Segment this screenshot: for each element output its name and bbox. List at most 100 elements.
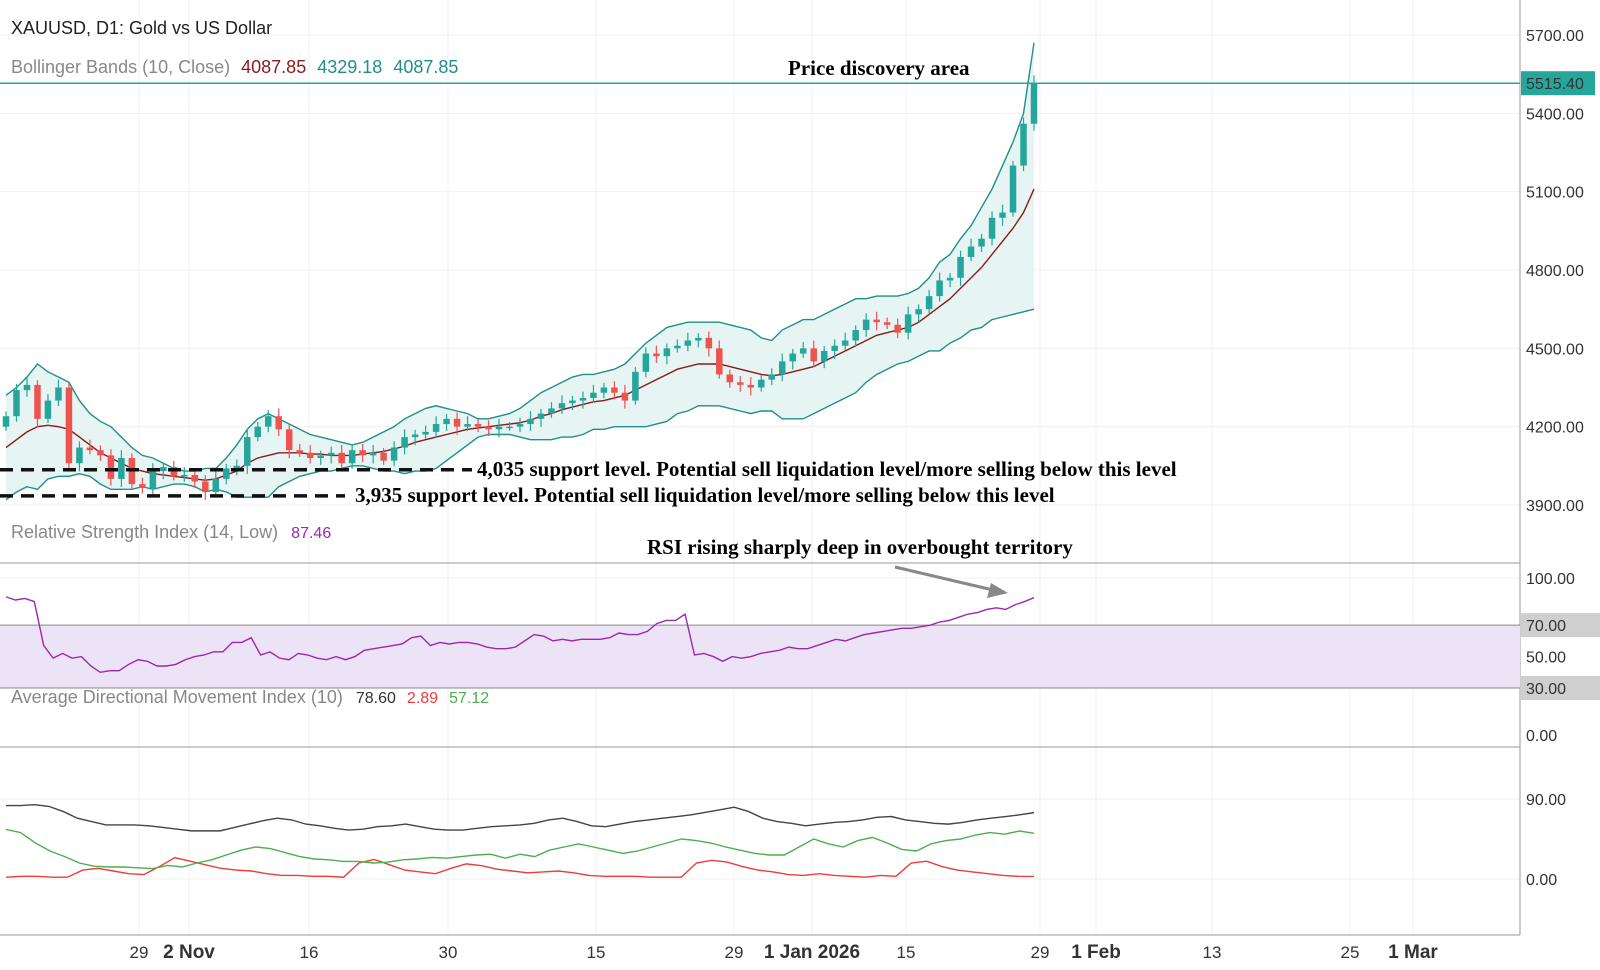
candle — [579, 397, 587, 401]
candle — [296, 450, 303, 453]
candle — [212, 478, 220, 492]
candle — [663, 348, 671, 357]
candle — [401, 437, 408, 448]
rsi-annotation: RSI rising sharply deep in overbought te… — [647, 535, 1073, 559]
rsi-tick-label: 100.00 — [1526, 571, 1575, 588]
candle — [254, 426, 262, 438]
candle — [233, 465, 241, 469]
adx-legend: Average Directional Movement Index (10) … — [11, 687, 489, 707]
price-tick-label: 4200.00 — [1526, 420, 1584, 437]
bollinger-label: Bollinger Bands (10, Close) — [11, 57, 230, 77]
candle — [285, 429, 293, 451]
adx-value: 78.60 — [356, 690, 396, 707]
candle — [841, 340, 849, 346]
x-tick-label: 30 — [439, 943, 458, 962]
di-plus-line — [5, 828, 1035, 870]
candle — [778, 361, 786, 375]
x-tick-label: 15 — [587, 943, 606, 962]
x-tick-label: 16 — [300, 943, 319, 962]
candle — [632, 371, 639, 401]
candle — [118, 458, 125, 479]
rsi-level-badge — [1521, 676, 1600, 700]
candle — [244, 437, 251, 466]
adx-pane[interactable] — [5, 803, 1035, 878]
candle — [894, 324, 901, 333]
rsi-band-fill — [0, 625, 1520, 688]
candle — [936, 280, 943, 297]
candle — [23, 384, 31, 391]
price-tick-label: 3900.00 — [1526, 498, 1584, 515]
adx-label: Average Directional Movement Index (10) — [11, 687, 343, 707]
candle — [223, 468, 230, 479]
candle — [527, 418, 534, 425]
candle — [978, 238, 985, 247]
candle — [139, 484, 146, 489]
rsi-arrow-icon — [894, 565, 1008, 598]
candle — [883, 322, 891, 325]
rsi-level-badge — [1521, 613, 1600, 638]
candle — [1030, 83, 1038, 124]
candle — [411, 434, 419, 438]
rsi-tick-label: 70.00 — [1526, 618, 1566, 635]
candle — [621, 392, 629, 401]
candle — [642, 353, 650, 372]
candle — [810, 348, 817, 362]
support-4035-annotation: 4,035 support level. Potential sell liqu… — [477, 457, 1177, 481]
candle — [191, 474, 199, 482]
bollinger-legend: Bollinger Bands (10, Close) 4087.85 4329… — [11, 57, 458, 77]
rsi-legend: Relative Strength Index (14, Low) 87.46 — [11, 522, 331, 542]
candle — [464, 424, 471, 427]
adx-line — [6, 803, 1035, 832]
candle — [86, 447, 94, 451]
candle — [852, 330, 859, 341]
candle — [1009, 165, 1017, 213]
candle — [967, 246, 975, 257]
candle — [988, 217, 996, 239]
candle — [611, 387, 618, 393]
candle — [537, 413, 545, 419]
candle — [1020, 123, 1027, 166]
candle — [149, 471, 157, 489]
candle — [453, 418, 461, 427]
candle — [422, 431, 429, 435]
candle — [831, 345, 838, 351]
di-minus-value: 2.89 — [407, 690, 438, 707]
candle — [600, 387, 608, 393]
candle — [925, 296, 933, 310]
candle — [380, 452, 387, 461]
last-price-badge — [1521, 71, 1595, 96]
rsi-value: 87.46 — [291, 525, 331, 542]
candle — [485, 426, 492, 430]
price-tick-label: 5100.00 — [1526, 185, 1584, 202]
candle — [695, 337, 702, 341]
x-tick-label: 25 — [1341, 943, 1360, 962]
candle — [653, 353, 660, 357]
x-tick-label: 2 Nov — [163, 942, 215, 963]
x-tick-label: 29 — [130, 943, 149, 962]
candle — [432, 424, 440, 432]
price-pane[interactable] — [0, 42, 1520, 501]
candle — [202, 481, 209, 492]
rsi-label: Relative Strength Index (14, Low) — [11, 522, 278, 542]
candle — [76, 447, 83, 464]
rsi-tick-label: 30.00 — [1526, 681, 1566, 698]
rsi-pane[interactable] — [0, 596, 1520, 689]
support-3935-annotation: 3,935 support level. Potential sell liqu… — [355, 483, 1055, 507]
di-plus-value: 57.12 — [449, 690, 489, 707]
bollinger-lower-value: 4087.85 — [393, 57, 458, 77]
price-tick-label: 4800.00 — [1526, 263, 1584, 280]
price-discovery-annotation: Price discovery area — [788, 56, 970, 80]
last-price-label: 5515.40 — [1526, 76, 1584, 93]
candle — [873, 319, 880, 323]
price-tick-label: 4500.00 — [1526, 341, 1584, 358]
candle — [904, 314, 912, 333]
x-tick-label: 29 — [725, 943, 744, 962]
candle — [264, 416, 272, 427]
candle — [181, 474, 188, 477]
x-tick-label: 1 Mar — [1388, 942, 1438, 963]
candle — [758, 379, 765, 388]
candle — [2, 416, 10, 427]
x-tick-label: 1 Feb — [1071, 942, 1121, 963]
candle — [590, 392, 597, 398]
